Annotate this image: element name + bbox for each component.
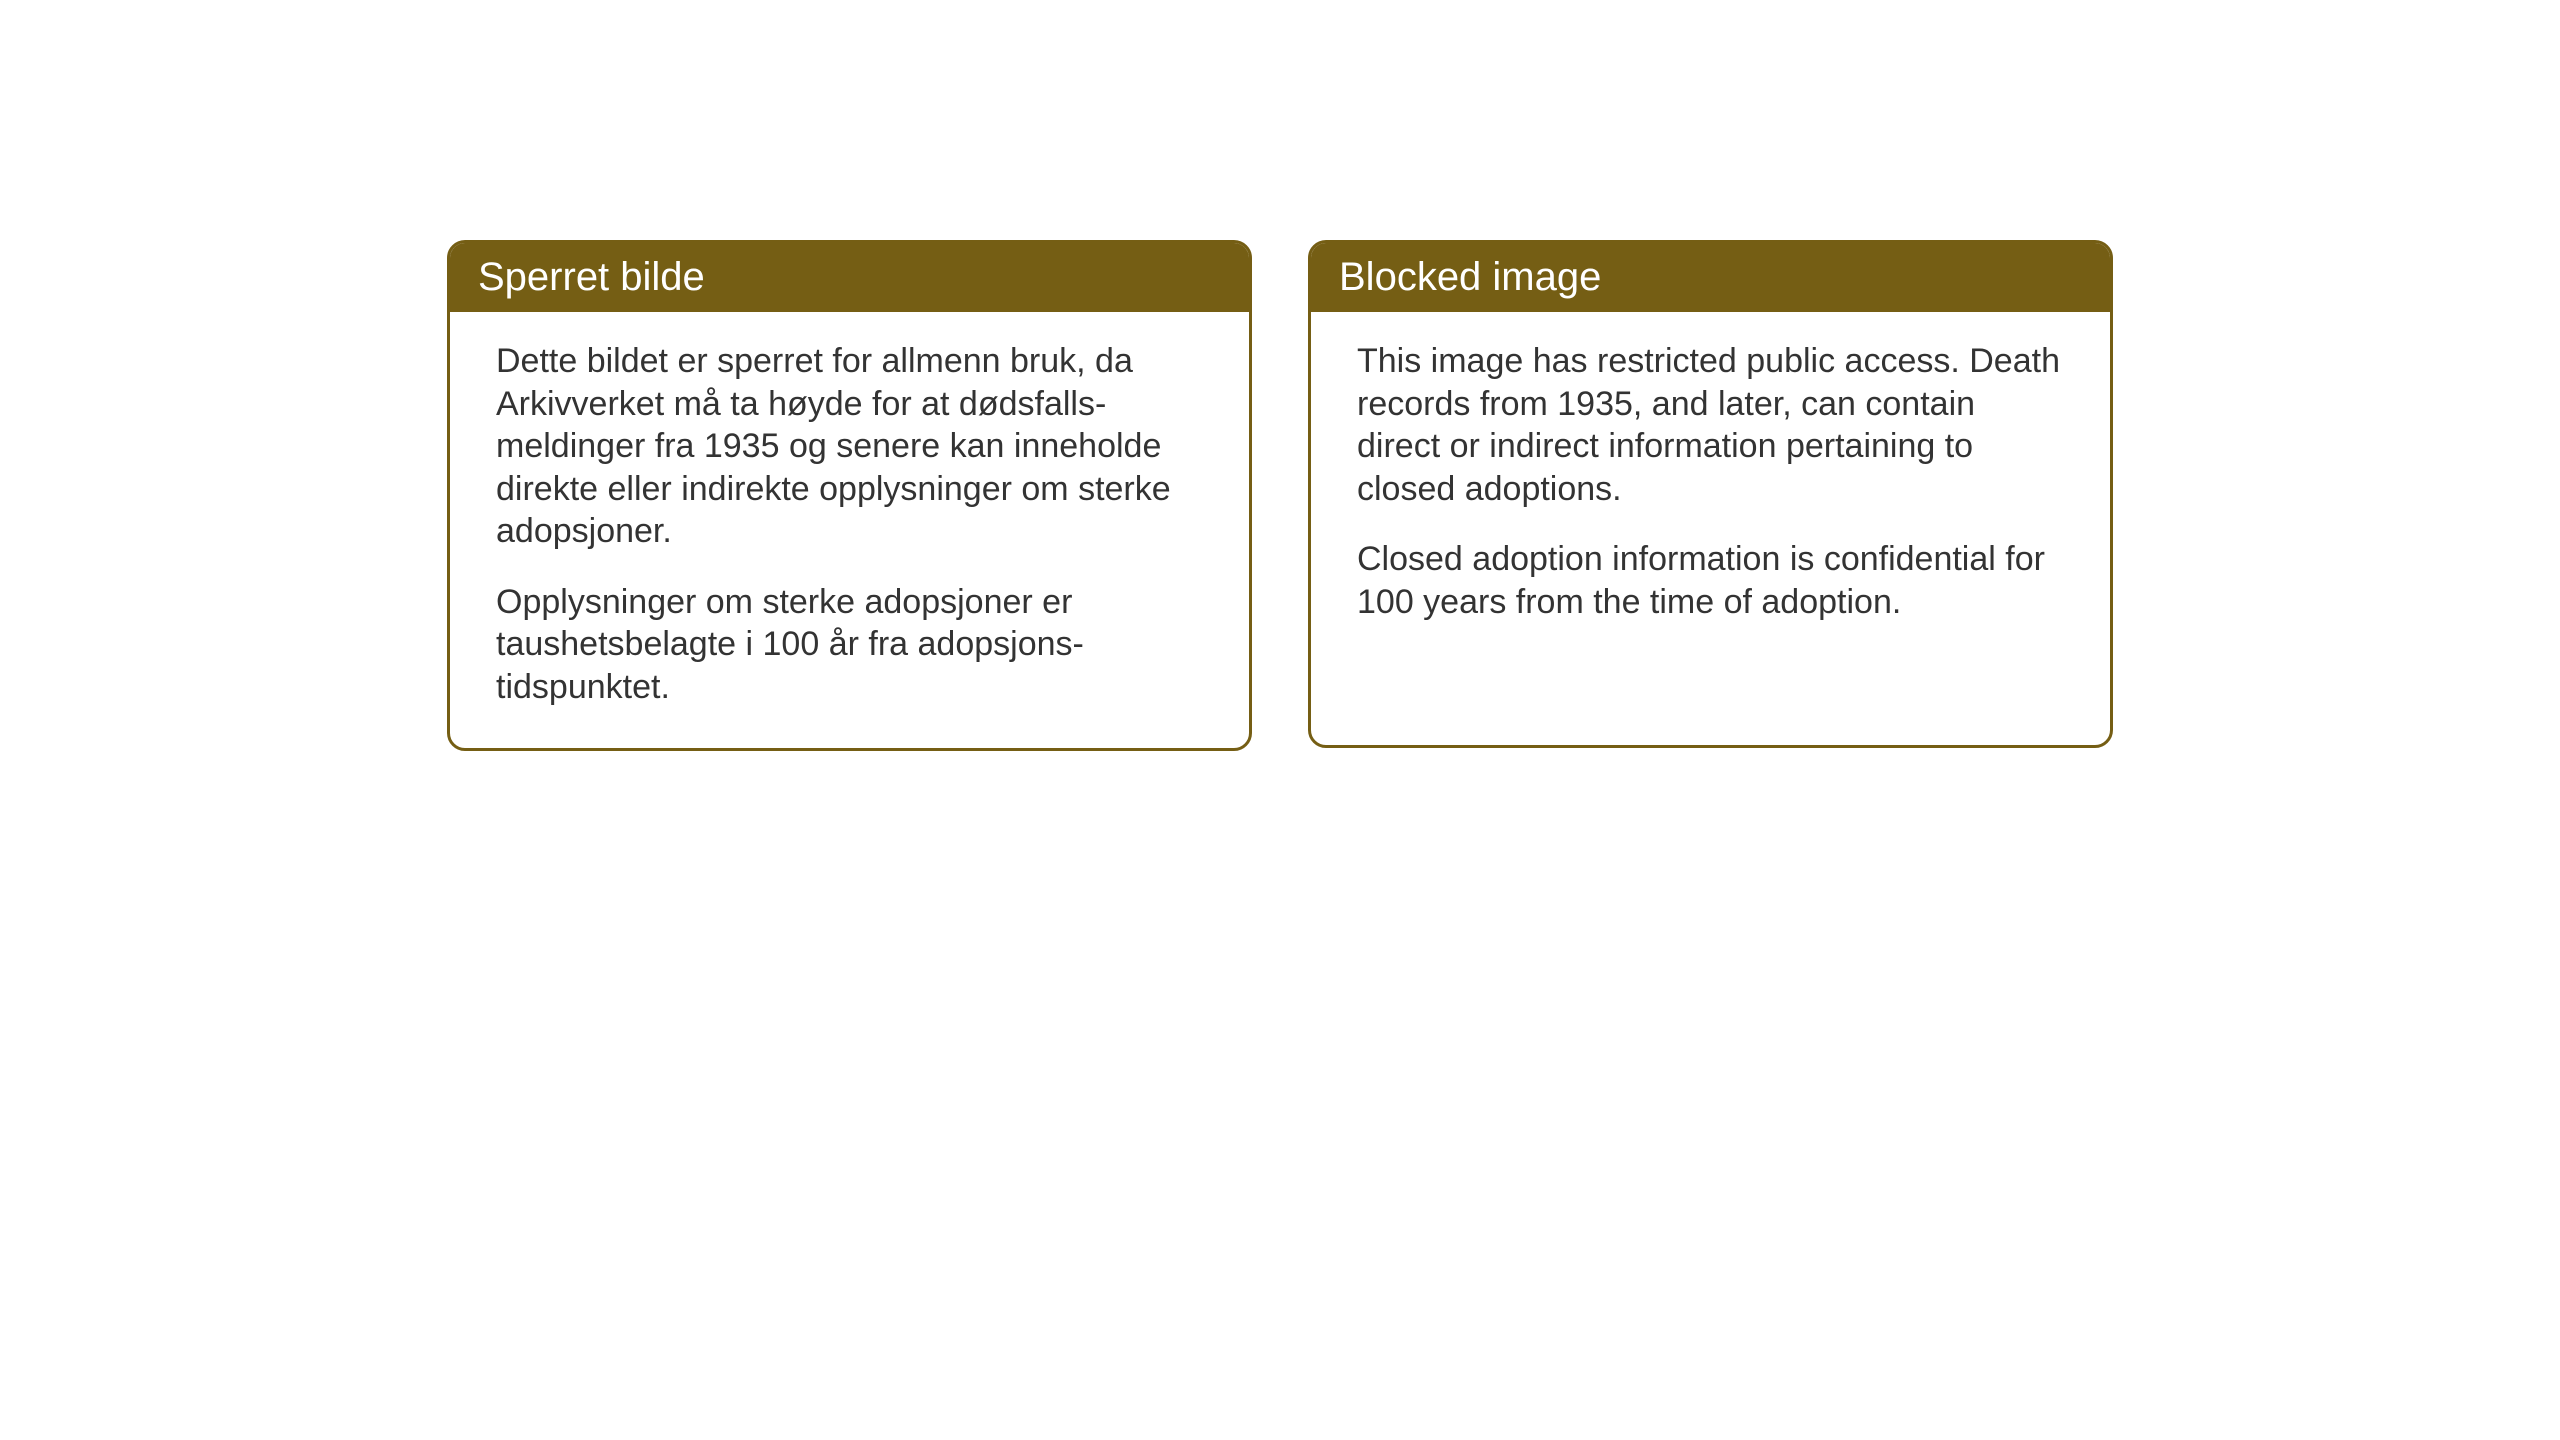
card-paragraph-1-english: This image has restricted public access.… [1357,340,2064,510]
card-header-norwegian: Sperret bilde [450,243,1249,312]
notice-card-english: Blocked image This image has restricted … [1308,240,2113,748]
notice-card-norwegian: Sperret bilde Dette bildet er sperret fo… [447,240,1252,751]
card-title-english: Blocked image [1339,255,1601,299]
card-paragraph-2-norwegian: Opplysninger om sterke adopsjoner er tau… [496,581,1203,709]
card-body-norwegian: Dette bildet er sperret for allmenn bruk… [450,312,1249,748]
card-title-norwegian: Sperret bilde [478,255,705,299]
card-paragraph-2-english: Closed adoption information is confident… [1357,538,2064,623]
card-paragraph-1-norwegian: Dette bildet er sperret for allmenn bruk… [496,340,1203,553]
notice-cards-container: Sperret bilde Dette bildet er sperret fo… [447,240,2113,751]
card-body-english: This image has restricted public access.… [1311,312,2110,663]
card-header-english: Blocked image [1311,243,2110,312]
